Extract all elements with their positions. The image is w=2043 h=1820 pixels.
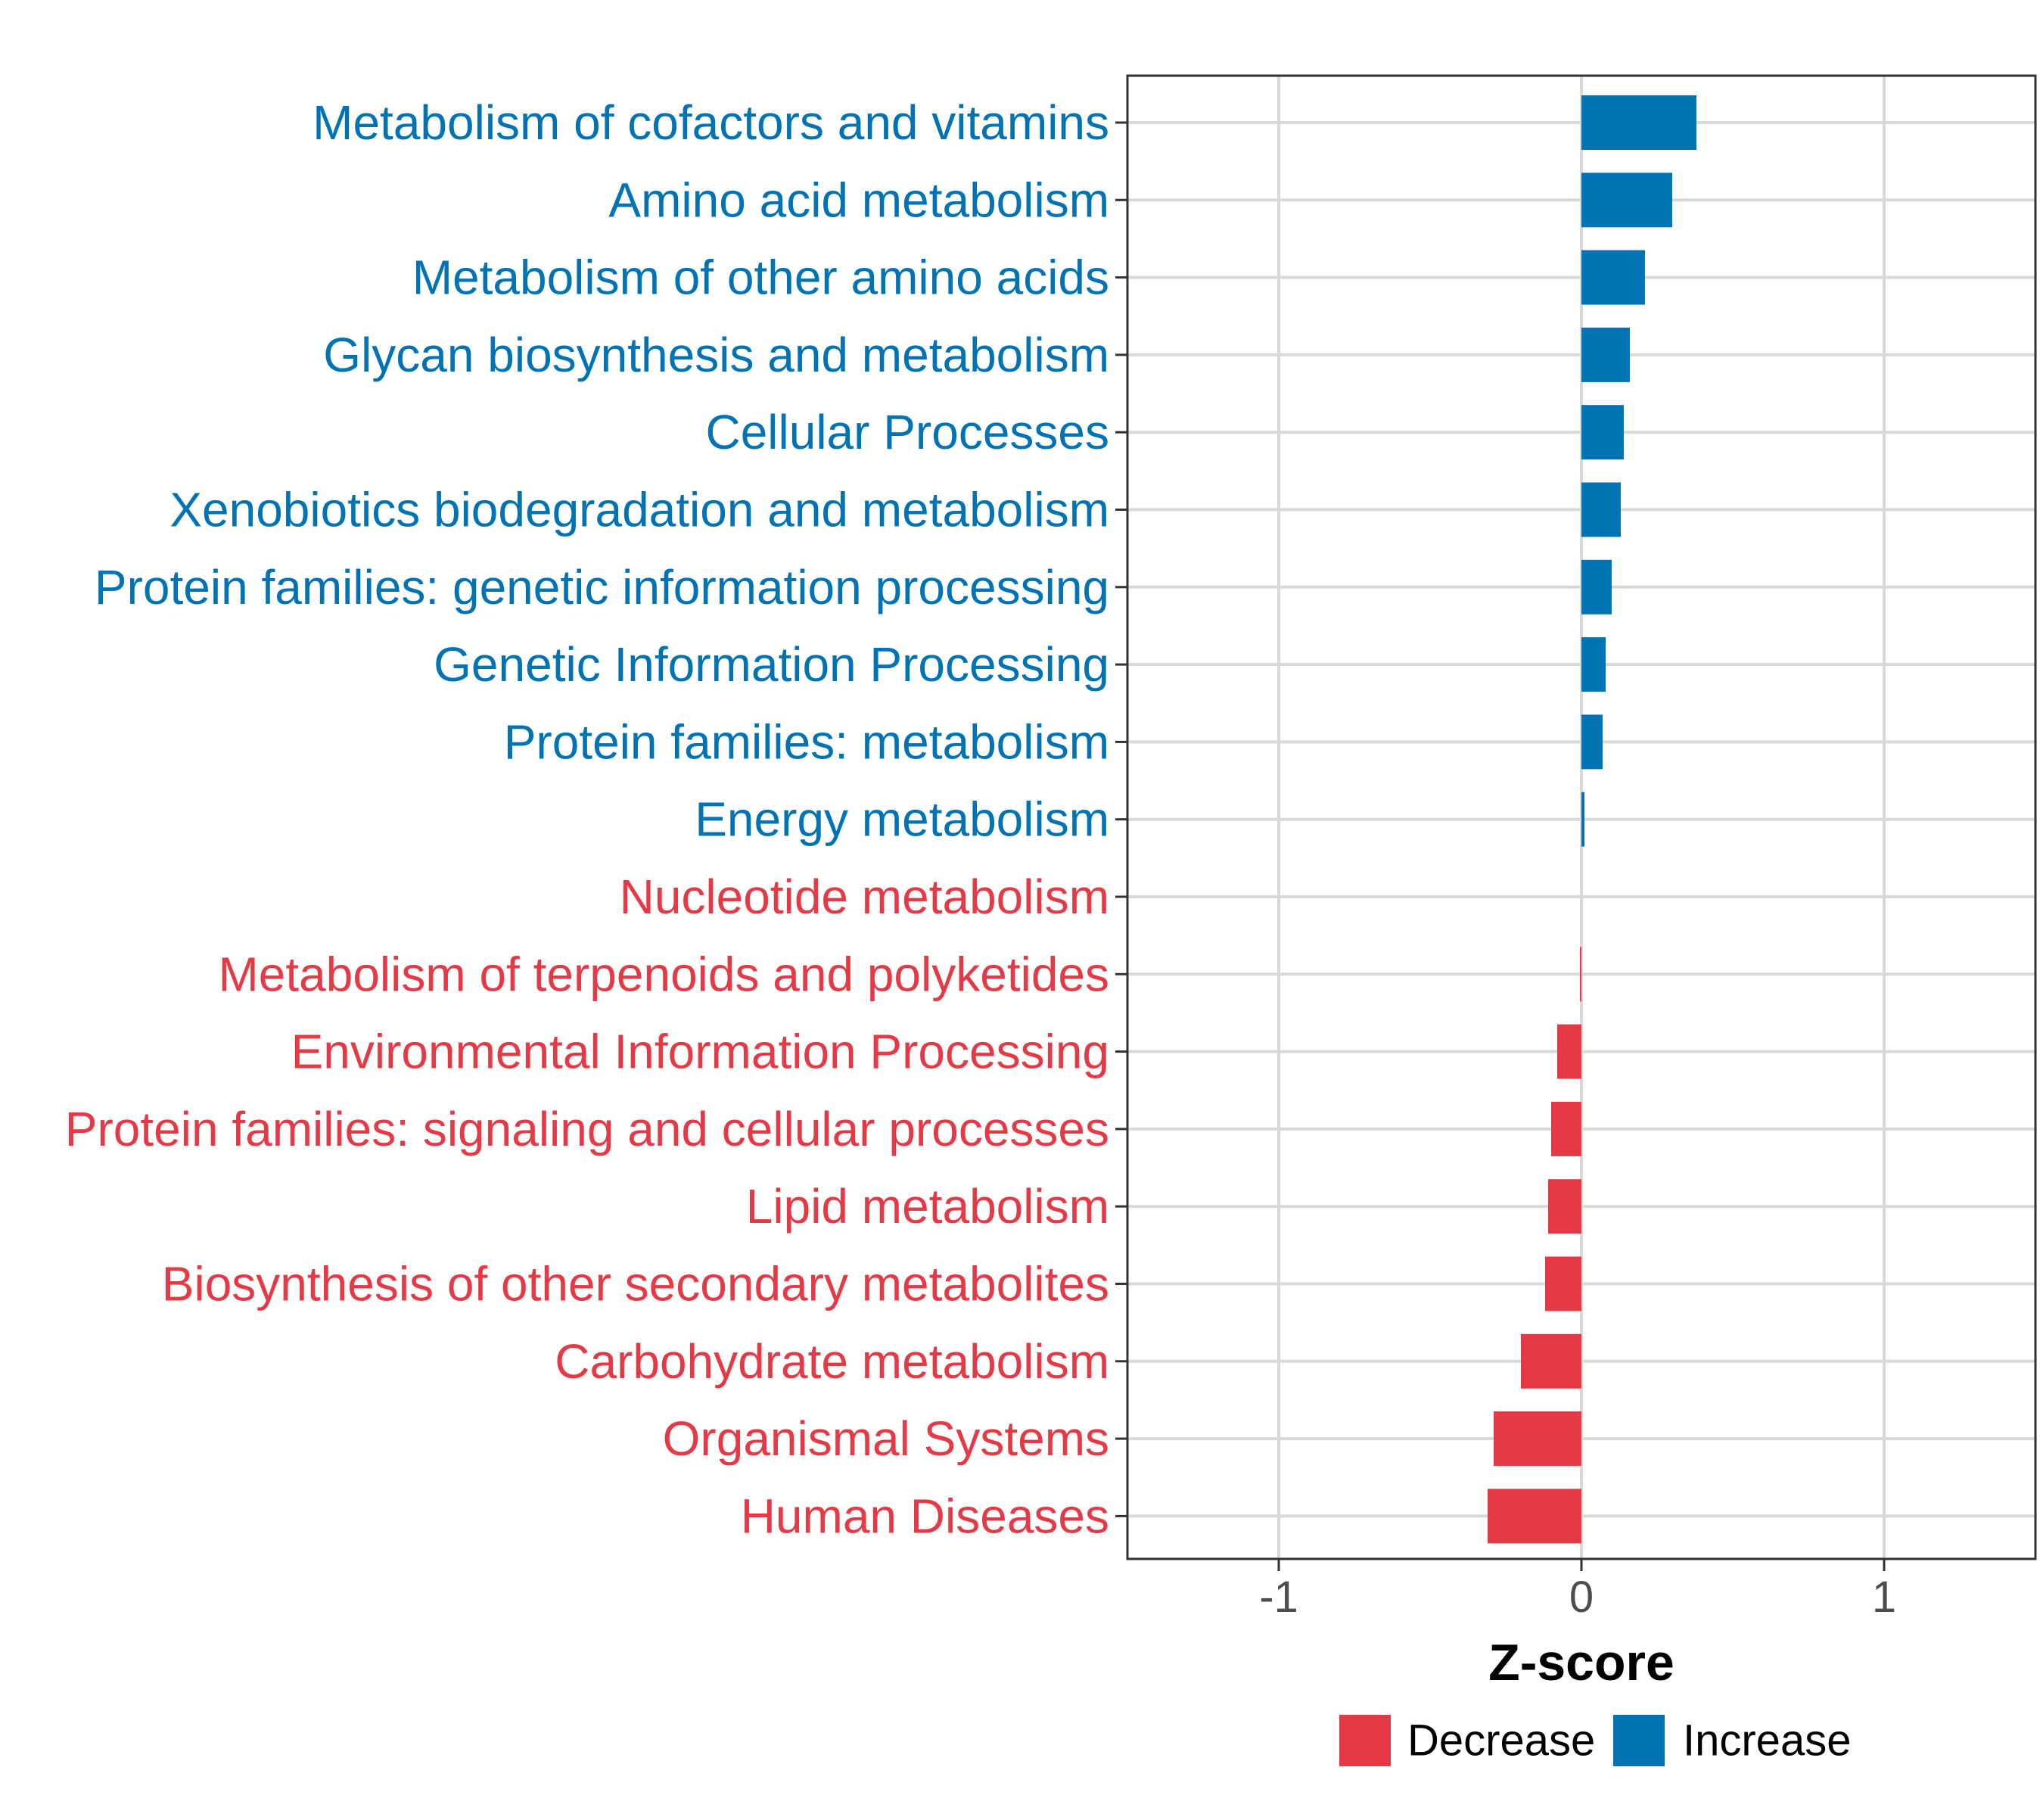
bar <box>1581 792 1584 847</box>
category-label: Protein families: signaling and cellular… <box>65 1102 1109 1156</box>
legend: Decrease Increase <box>1339 1715 1851 1766</box>
category-label: Protein families: metabolism <box>504 714 1109 769</box>
category-label: Environmental Information Processing <box>291 1025 1109 1079</box>
category-label: Metabolism of terpenoids and polyketides <box>218 947 1109 1001</box>
category-label: Glycan biosynthesis and metabolism <box>323 328 1109 382</box>
category-label: Protein families: genetic information pr… <box>95 560 1109 614</box>
increase-legend-label: Increase <box>1683 1716 1851 1766</box>
category-label: Organismal Systems <box>663 1411 1109 1466</box>
x-tick-label: 0 <box>1569 1573 1594 1622</box>
bar <box>1551 1101 1581 1156</box>
bar <box>1521 1333 1581 1389</box>
decrease-legend-label: Decrease <box>1407 1716 1595 1766</box>
bar <box>1494 1411 1581 1467</box>
category-label: Nucleotide metabolism <box>620 870 1109 924</box>
bar <box>1581 327 1630 382</box>
y-axis: Metabolism of cofactors and vitamins Amin… <box>65 95 1127 1543</box>
category-label: Carbohydrate metabolism <box>555 1334 1109 1389</box>
bar <box>1581 405 1624 460</box>
bar <box>1581 173 1672 228</box>
decrease-legend-swatch <box>1339 1715 1391 1766</box>
category-label: Biosynthesis of other secondary metaboli… <box>162 1257 1109 1311</box>
bar <box>1580 947 1581 1002</box>
x-axis-title: Z-score <box>1488 1634 1675 1691</box>
bar <box>1548 1179 1581 1234</box>
x-axis: -1 0 1 <box>1259 1559 1896 1622</box>
category-label: Xenobiotics biodegradation and metabolis… <box>169 483 1109 537</box>
category-label: Genetic Information Processing <box>434 637 1109 692</box>
bar <box>1545 1256 1581 1311</box>
bar <box>1557 1024 1581 1079</box>
category-label: Cellular Processes <box>705 405 1109 459</box>
x-tick-label: -1 <box>1259 1573 1298 1622</box>
bar <box>1581 95 1696 150</box>
bar <box>1581 482 1621 537</box>
bar <box>1581 250 1645 305</box>
category-label: Lipid metabolism <box>746 1179 1109 1234</box>
category-label: Metabolism of cofactors and vitamins <box>313 95 1109 150</box>
category-label: Amino acid metabolism <box>608 173 1109 227</box>
category-label: Metabolism of other amino acids <box>412 250 1109 305</box>
bar <box>1581 559 1612 614</box>
bar <box>1581 714 1603 770</box>
increase-legend-swatch <box>1613 1715 1665 1766</box>
bar <box>1581 637 1606 692</box>
category-label: Human Diseases <box>741 1489 1109 1543</box>
category-label: Energy metabolism <box>695 792 1109 847</box>
bars <box>1488 95 1696 1544</box>
bar <box>1488 1489 1581 1544</box>
x-tick-label: 1 <box>1872 1573 1896 1622</box>
